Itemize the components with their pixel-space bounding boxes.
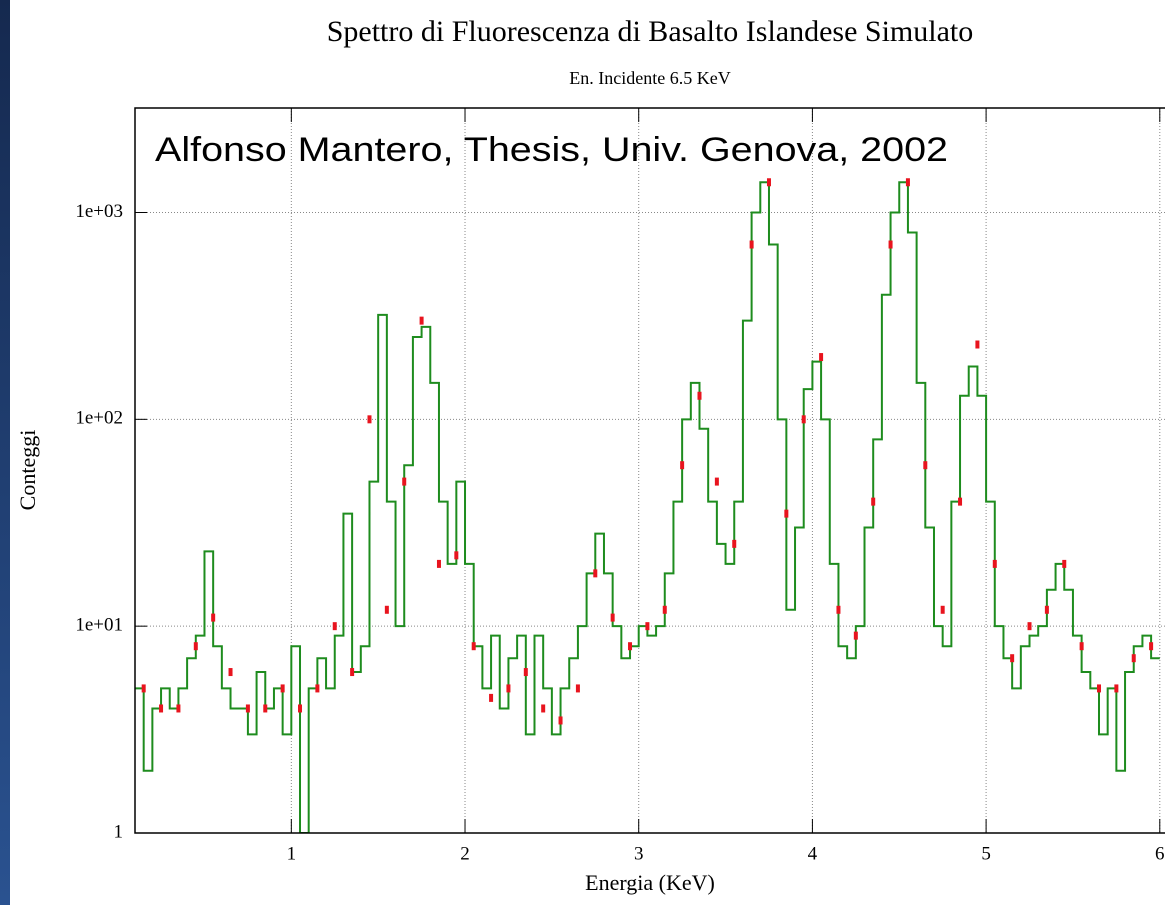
data-point bbox=[1062, 559, 1067, 568]
data-point bbox=[384, 605, 389, 614]
data-point bbox=[645, 622, 650, 631]
x-tick-label: 1 bbox=[287, 843, 297, 864]
data-point bbox=[1044, 605, 1049, 614]
data-point bbox=[419, 316, 424, 325]
plot-frame bbox=[134, 107, 1165, 834]
data-point bbox=[245, 704, 250, 713]
data-point bbox=[436, 559, 441, 568]
data-point bbox=[176, 704, 181, 713]
x-tick-label: 5 bbox=[981, 843, 991, 864]
data-point bbox=[315, 684, 320, 693]
data-point bbox=[905, 178, 910, 187]
data-point bbox=[541, 704, 546, 713]
data-point bbox=[680, 461, 685, 470]
data-point bbox=[263, 704, 268, 713]
data-point bbox=[975, 340, 980, 349]
data-point bbox=[1149, 642, 1154, 651]
data-point bbox=[193, 642, 198, 651]
data-point bbox=[332, 622, 337, 631]
data-point bbox=[228, 668, 233, 677]
data-point bbox=[506, 684, 511, 693]
x-tick-label: 3 bbox=[634, 843, 644, 864]
data-point bbox=[888, 240, 893, 249]
data-point bbox=[471, 642, 476, 651]
data-point bbox=[1027, 622, 1032, 631]
data-point bbox=[593, 569, 598, 578]
x-tick-label: 6 bbox=[1155, 843, 1165, 864]
data-point bbox=[749, 240, 754, 249]
data-point bbox=[211, 613, 216, 622]
plot bbox=[135, 178, 1160, 833]
data-point bbox=[523, 668, 528, 677]
chart-subtitle: En. Incidente 6.5 KeV bbox=[569, 68, 730, 88]
data-point bbox=[940, 605, 945, 614]
data-point bbox=[1131, 654, 1136, 663]
data-point bbox=[454, 551, 459, 560]
y-tick-label: 1e+01 bbox=[75, 615, 123, 636]
data-point bbox=[992, 559, 997, 568]
data-point bbox=[697, 391, 702, 400]
data-point bbox=[1079, 642, 1084, 651]
data-point bbox=[575, 684, 580, 693]
data-point bbox=[819, 353, 824, 362]
data-point bbox=[1010, 654, 1015, 663]
data-point bbox=[871, 497, 876, 506]
y-tick-label: 1 bbox=[114, 821, 124, 842]
x-tick-label: 4 bbox=[808, 843, 818, 864]
data-point bbox=[298, 704, 303, 713]
data-point bbox=[280, 684, 285, 693]
data-point bbox=[732, 539, 737, 548]
x-axis-label: Energia (KeV) bbox=[585, 870, 715, 895]
data-point bbox=[610, 613, 615, 622]
data-point bbox=[958, 497, 963, 506]
data-point bbox=[628, 642, 633, 651]
data-point bbox=[766, 178, 771, 187]
x-tick-label: 2 bbox=[460, 843, 470, 864]
data-point bbox=[836, 605, 841, 614]
chart-area bbox=[10, 0, 1165, 905]
y-tick-label: 1e+02 bbox=[75, 408, 123, 429]
data-point bbox=[801, 415, 806, 424]
data-point bbox=[784, 509, 789, 518]
y-axis-label: Conteggi bbox=[15, 430, 40, 511]
data-point bbox=[714, 477, 719, 486]
data-point bbox=[923, 461, 928, 470]
data-point bbox=[1096, 684, 1101, 693]
data-point bbox=[489, 693, 494, 702]
data-point bbox=[402, 477, 407, 486]
data-point bbox=[350, 668, 355, 677]
y-tick-label: 1e+03 bbox=[75, 201, 123, 222]
annotation: Alfonso Mantero, Thesis, Univ. Genova, 2… bbox=[155, 131, 948, 169]
data-point bbox=[662, 605, 667, 614]
data-point bbox=[1114, 684, 1119, 693]
chart-title: Spettro di Fluorescenza di Basalto Islan… bbox=[327, 15, 974, 48]
data-point bbox=[853, 631, 858, 640]
data-point bbox=[558, 716, 563, 725]
data-point bbox=[367, 415, 372, 424]
data-point bbox=[159, 704, 164, 713]
histogram-line bbox=[135, 181, 1160, 833]
data-point bbox=[141, 684, 146, 693]
